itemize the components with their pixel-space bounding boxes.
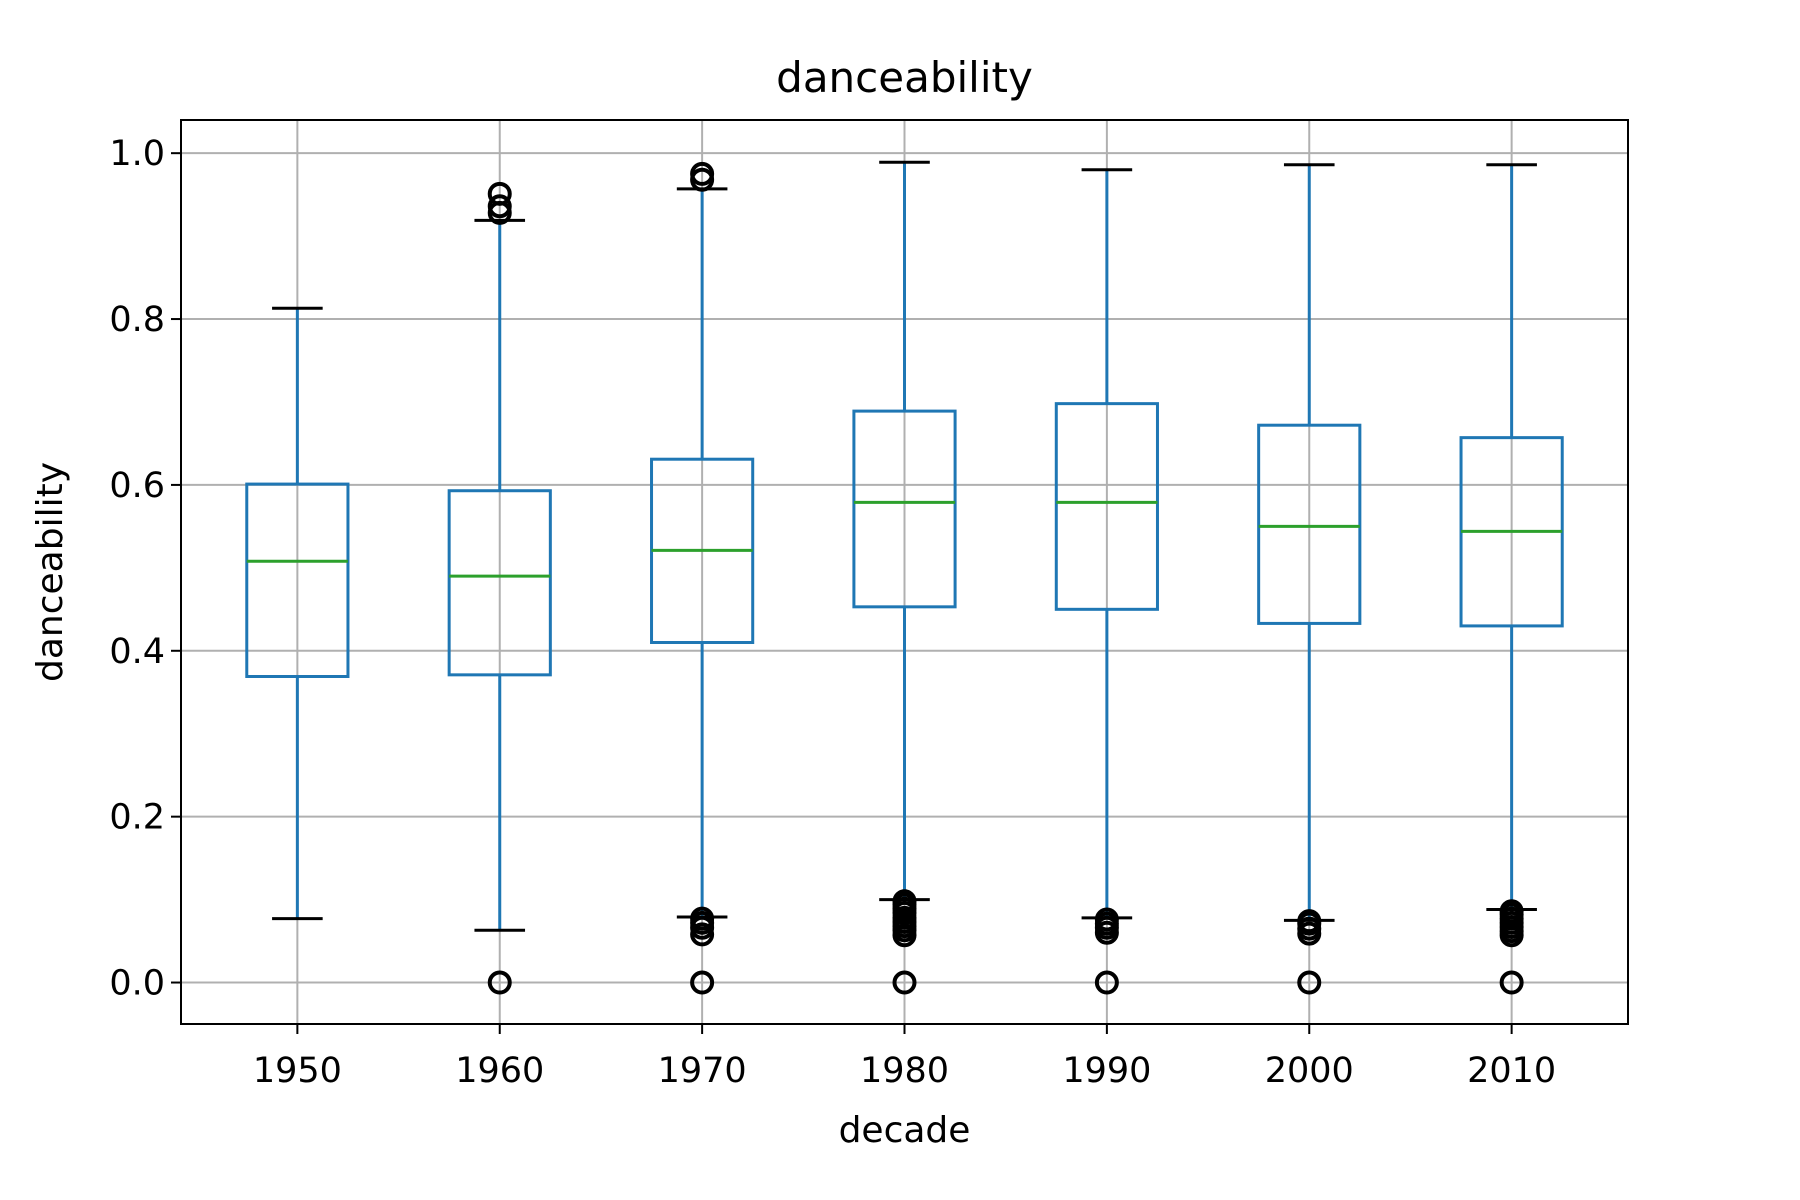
box-1970 bbox=[650, 161, 755, 995]
x-tick-label: 2000 bbox=[1265, 1051, 1354, 1091]
x-tick-label: 2010 bbox=[1467, 1051, 1556, 1091]
outlier-point bbox=[892, 889, 917, 914]
box-1980 bbox=[852, 160, 957, 995]
outlier-point bbox=[1297, 970, 1322, 995]
outlier-point bbox=[690, 161, 715, 186]
outlier-point bbox=[1499, 899, 1524, 924]
outlier-point bbox=[1297, 909, 1322, 934]
box-1990 bbox=[1054, 168, 1159, 995]
y-axis-label: danceability bbox=[30, 462, 71, 682]
iqr-box bbox=[1257, 423, 1362, 625]
y-tick-label: 1.0 bbox=[109, 134, 165, 174]
box-2000 bbox=[1257, 163, 1362, 995]
outlier-point bbox=[892, 970, 917, 995]
box-1960 bbox=[447, 181, 552, 995]
x-tick-label: 1990 bbox=[1062, 1051, 1151, 1091]
box-plots bbox=[245, 160, 1564, 995]
x-tick-label: 1950 bbox=[253, 1051, 342, 1091]
outlier-point bbox=[690, 906, 715, 931]
box-2010 bbox=[1459, 163, 1564, 995]
x-tick-label: 1980 bbox=[860, 1051, 949, 1091]
chart-title: danceability bbox=[776, 53, 1033, 102]
y-tick-label: 0.6 bbox=[109, 466, 165, 506]
iqr-box bbox=[245, 482, 350, 678]
outlier-point bbox=[487, 181, 512, 206]
iqr-box bbox=[447, 489, 552, 677]
outlier-point bbox=[690, 970, 715, 995]
outlier-point bbox=[1094, 970, 1119, 995]
outlier-point bbox=[1094, 907, 1119, 932]
iqr-box bbox=[1054, 402, 1159, 611]
outlier-point bbox=[487, 970, 512, 995]
x-axis-label: decade bbox=[839, 1110, 971, 1151]
outlier-point bbox=[690, 922, 715, 947]
x-tick-label: 1970 bbox=[658, 1051, 747, 1091]
outlier-point bbox=[1499, 970, 1524, 995]
y-tick-label: 0.0 bbox=[109, 964, 165, 1004]
outlier-point bbox=[487, 194, 512, 219]
x-tick-label: 1960 bbox=[455, 1051, 544, 1091]
y-tick-label: 0.2 bbox=[109, 798, 165, 838]
box-1950 bbox=[245, 306, 350, 921]
y-tick-label: 0.8 bbox=[109, 300, 165, 340]
axis-ticks: 0.0 0.2 0.4 0.6 0.8 1.0 1950 1960 1970 1980 1990 20… bbox=[109, 134, 1556, 1091]
y-tick-label: 0.4 bbox=[109, 632, 165, 672]
iqr-box bbox=[852, 409, 957, 609]
